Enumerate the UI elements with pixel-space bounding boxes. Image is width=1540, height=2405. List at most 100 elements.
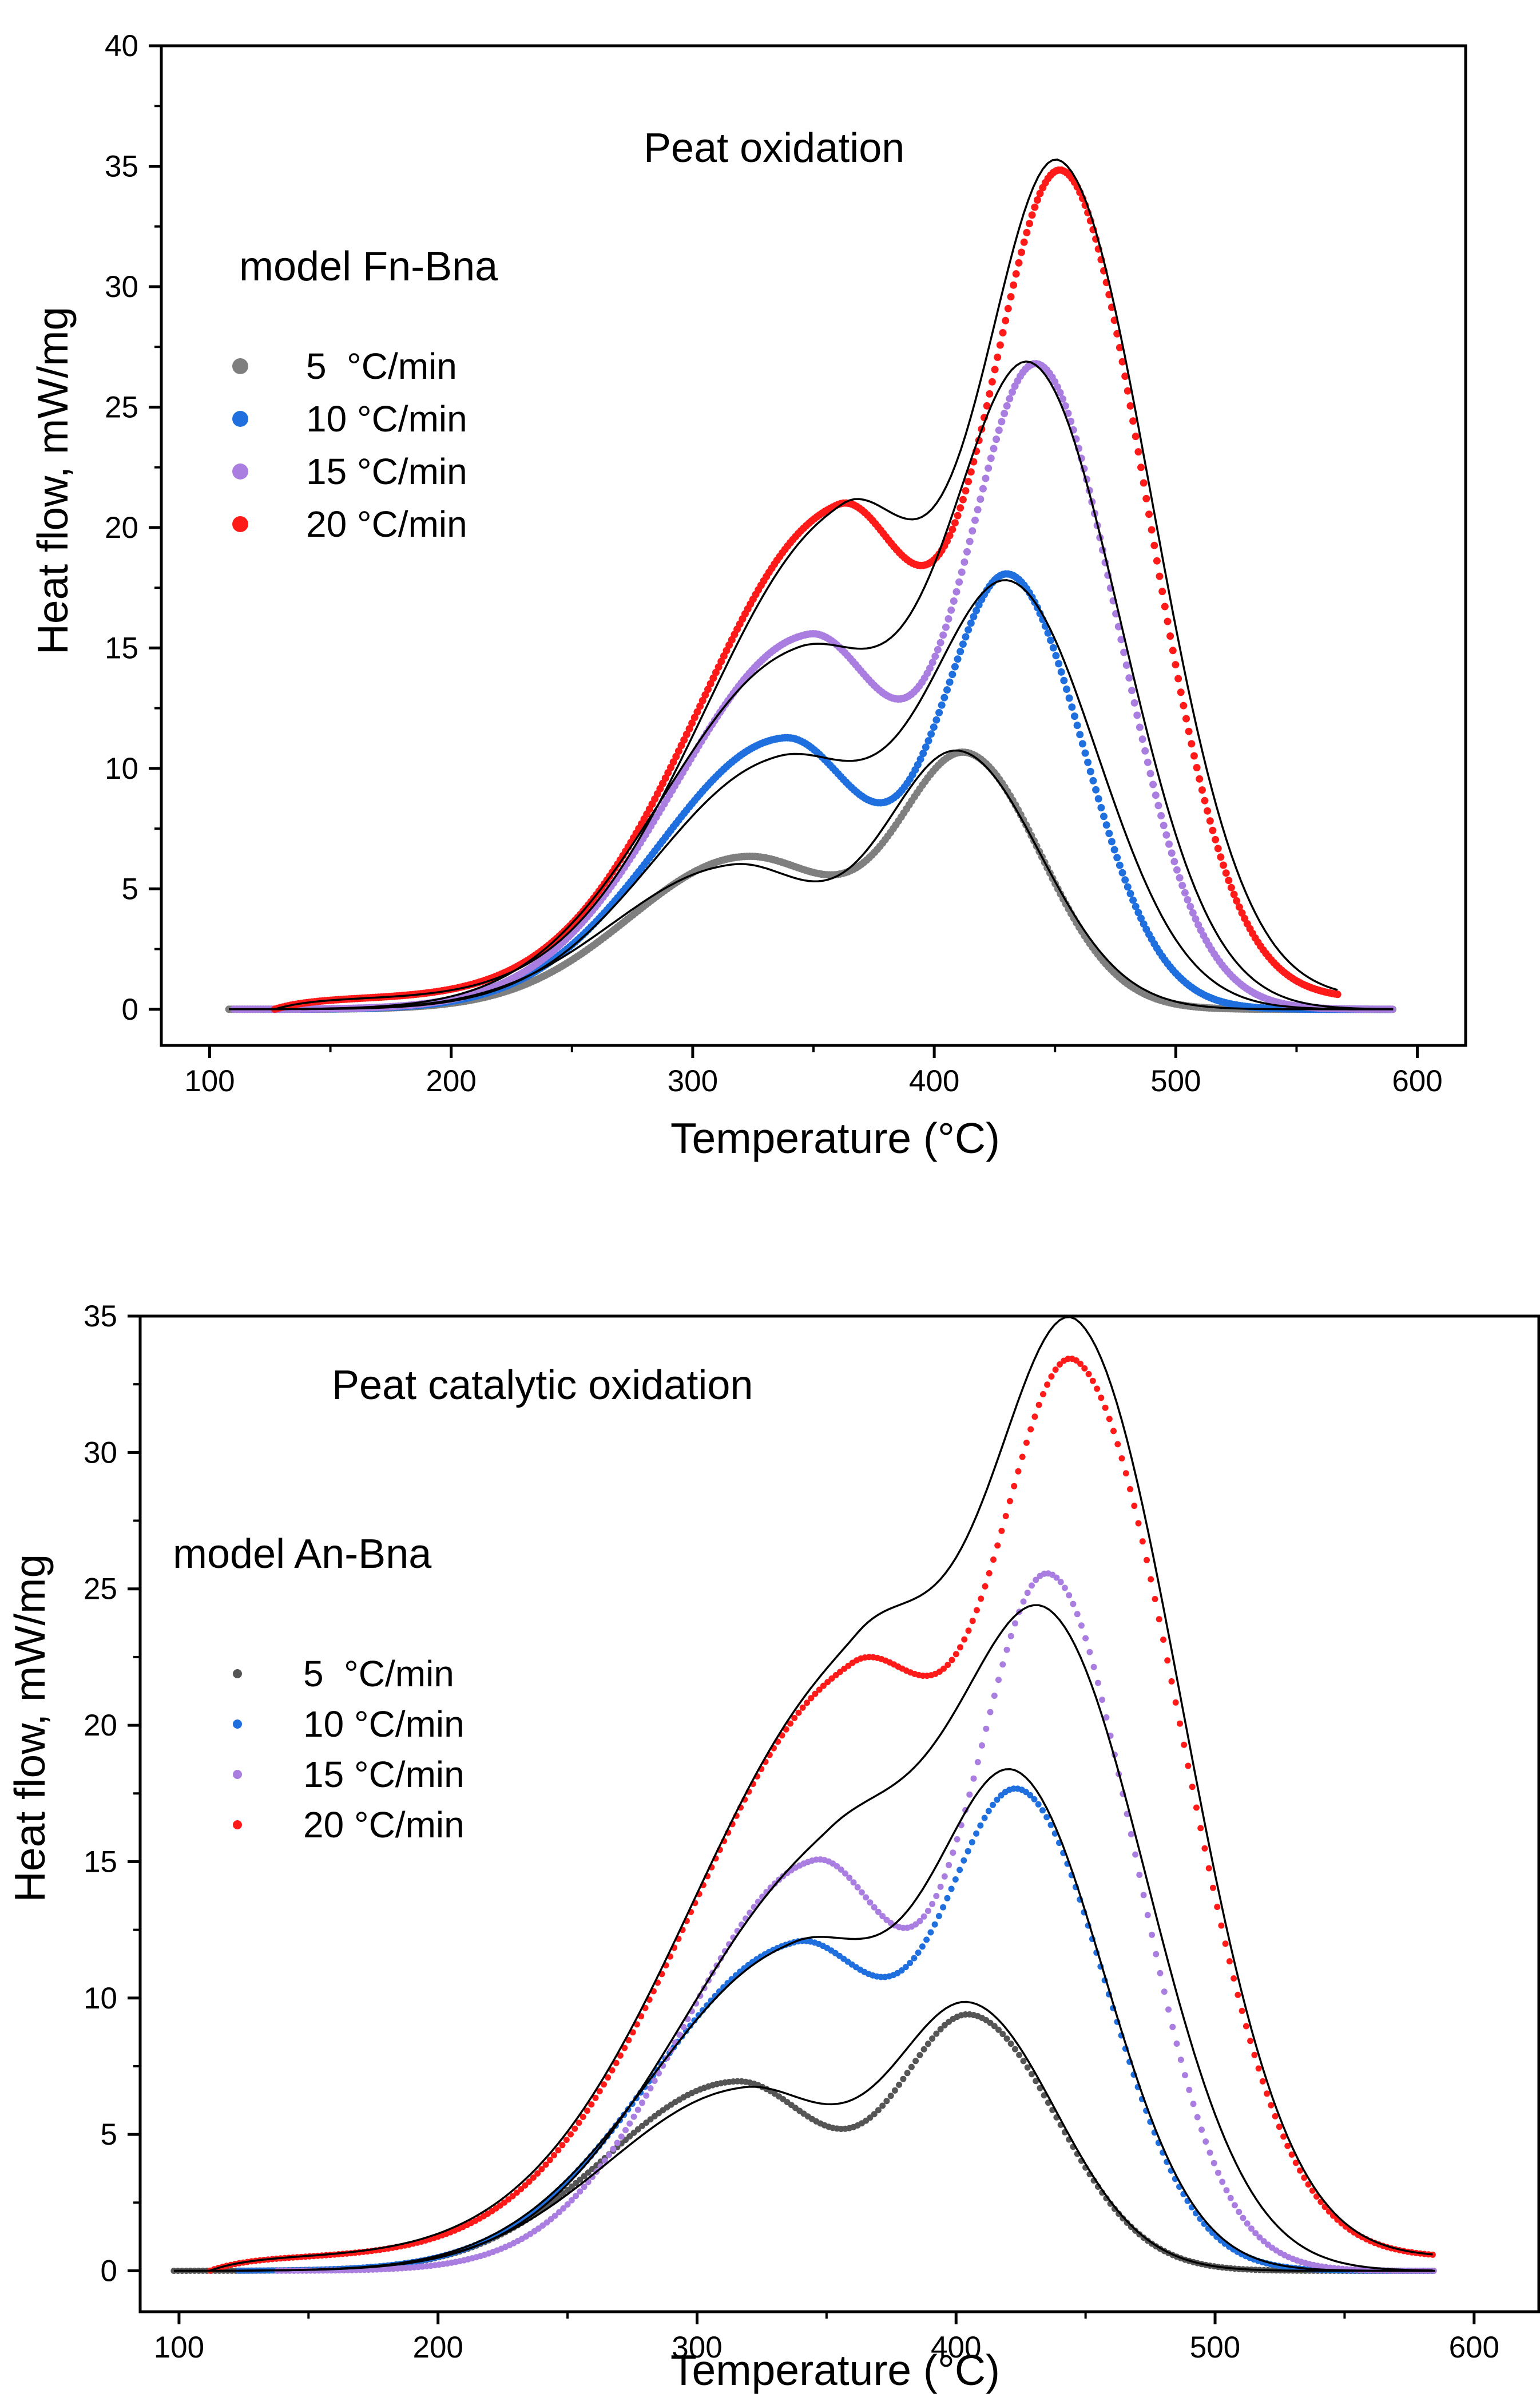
data-point [1176,874,1184,882]
data-point [952,1876,959,1883]
legend-marker [232,516,248,532]
data-point [985,464,993,472]
data-point [1178,882,1186,889]
data-point [891,2087,898,2094]
data-point [1061,402,1069,410]
data-point [965,1627,972,1634]
data-point [962,633,970,641]
y-tick-label: 35 [84,1299,117,1333]
x-tick-label: 100 [154,2331,204,2364]
data-point [969,527,977,535]
data-point [1086,767,1094,775]
data-point [1259,2078,1266,2085]
data-point [701,691,709,699]
data-point [1140,1892,1147,1899]
y-tick-label: 35 [105,149,138,183]
data-point [1181,1741,1188,1748]
series-10-points [235,1785,1435,2274]
data-point [804,1699,810,1706]
data-point [1218,1922,1225,1929]
data-point [1236,2209,1243,2215]
data-point [912,2058,919,2065]
data-point [875,1908,882,1915]
plot-frame [138,1314,1540,2313]
data-point [1162,831,1170,839]
data-point [867,1899,874,1906]
data-point [560,2205,567,2212]
legend-label: 10 °C/min [306,398,467,439]
data-point [1226,1958,1233,1965]
data-point [1023,1439,1030,1446]
x-tick-label: 300 [668,1064,718,1098]
data-point [1201,1845,1208,1852]
data-point [592,2094,599,2101]
data-point [1248,2225,1255,2232]
data-point [596,2088,603,2095]
data-point [982,1583,989,1590]
data-point [1182,715,1190,723]
data-point [573,2193,580,2200]
data-point [629,2029,636,2036]
data-point [970,613,978,621]
data-point [948,671,956,679]
data-point [1256,2234,1263,2241]
data-point [828,1675,835,1682]
data-point [1231,2202,1238,2209]
data-point [1169,2023,1176,2030]
data-point [1047,636,1055,644]
data-point [947,606,955,614]
data-point [1053,1574,1060,1581]
data-point [1121,876,1129,884]
data-point [982,474,990,482]
data-point [1128,1831,1134,1837]
data-point [1223,2187,1230,2194]
data-point [1131,1503,1138,1509]
data-point [1204,807,1212,815]
data-point [1116,344,1124,351]
data-point [1120,648,1128,656]
data-point [1227,883,1235,892]
data-point [986,1570,993,1576]
data-point [924,2041,931,2047]
data-point [1164,1657,1171,1664]
y-tick-label: 30 [84,1436,117,1469]
data-point [1227,2194,1234,2201]
data-point [1026,220,1033,228]
data-point [938,701,946,709]
data-point [1177,1720,1183,1727]
legend-label: 5 °C/min [306,346,457,387]
data-point [1197,1825,1204,1832]
data-point [1003,1646,1010,1653]
data-point [1102,821,1110,829]
legend-marker [232,463,248,480]
data-point [930,723,938,731]
data-point [1137,463,1145,472]
data-point [985,1808,992,1814]
data-point [1156,1616,1162,1623]
x-tick-label: 100 [184,1064,235,1098]
data-point [556,2209,563,2216]
data-point [1301,2174,1308,2181]
data-point [931,652,939,660]
data-point [1092,786,1100,794]
y-tick-label: 5 [122,872,138,906]
fit-line-20 [209,1316,1433,2272]
data-point [1177,2057,1184,2063]
data-point [1120,2215,1126,2222]
data-point [1044,1381,1051,1388]
legend-label: 5 °C/min [303,1653,454,1694]
data-point [954,512,962,520]
series-15-points [274,1570,1437,2274]
data-point [630,2129,637,2136]
data-point [1048,1373,1055,1380]
data-point [1189,1784,1196,1790]
data-point [1044,629,1052,637]
fit-line-10 [301,579,1394,1011]
x-tick-labels: 100 200 300 400 500 600 [184,1064,1443,1098]
data-point [994,1796,1001,1803]
chart-peat-catalytic-oxidation: 100 200 300 400 500 600 0 5 10 15 20 25 30 35 Temper… [6,1299,1540,2394]
data-point [1133,711,1141,719]
data-point [563,2137,570,2143]
data-point [568,2197,575,2204]
data-point [1116,861,1124,869]
